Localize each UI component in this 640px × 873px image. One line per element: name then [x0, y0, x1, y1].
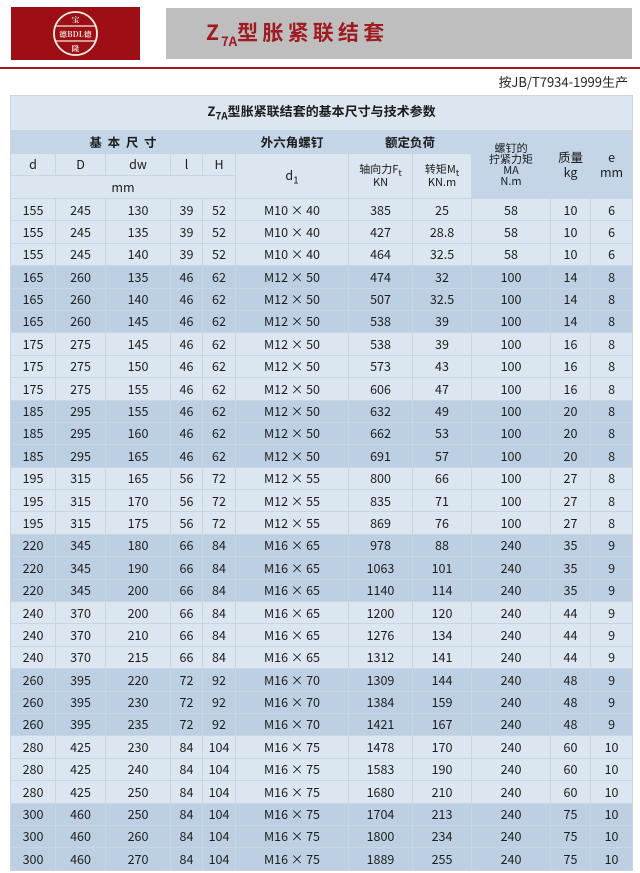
svg-text:宝: 宝 [72, 15, 80, 26]
svg-text:隆: 隆 [72, 44, 80, 55]
svg-text:德BDL德: 德BDL德 [59, 29, 92, 40]
